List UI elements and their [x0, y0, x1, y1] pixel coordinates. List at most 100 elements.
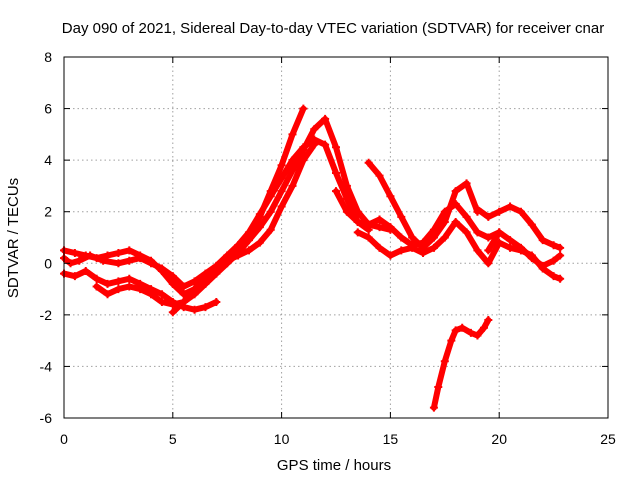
data-point	[168, 297, 177, 306]
data-point	[458, 323, 467, 332]
y-tick-label: -2	[40, 307, 53, 323]
data-point	[556, 251, 565, 260]
data-point	[434, 383, 443, 392]
data-point	[353, 207, 362, 216]
data-point	[364, 220, 373, 229]
data-point	[397, 212, 406, 221]
data-point	[92, 282, 101, 291]
series-band	[93, 115, 394, 308]
x-tick-label: 20	[491, 431, 507, 447]
data-point	[277, 174, 286, 183]
y-axis-label: SDTVAR / TECUs	[5, 178, 22, 298]
data-point	[408, 243, 417, 252]
data-point	[364, 233, 373, 242]
data-point	[332, 143, 340, 152]
data-point	[495, 238, 504, 247]
data-point	[538, 261, 547, 270]
data-point	[386, 192, 395, 201]
data-point	[375, 171, 384, 180]
chart-title: Day 090 of 2021, Sidereal Day-to-day VTE…	[62, 20, 604, 37]
data-point	[479, 323, 488, 332]
data-point	[299, 145, 308, 154]
data-point	[70, 248, 79, 257]
plot-frame	[63, 56, 609, 419]
data-point	[462, 228, 471, 237]
data-point	[114, 285, 123, 294]
x-axis-label: GPS time / hours	[277, 457, 391, 474]
data-point	[342, 207, 351, 216]
data-point	[462, 212, 471, 221]
data-point	[506, 243, 515, 252]
series-arc-11	[429, 316, 493, 412]
data-point	[288, 181, 297, 190]
data-point	[527, 254, 536, 263]
data-point	[473, 331, 482, 340]
data-point	[212, 264, 221, 273]
data-point	[440, 233, 449, 242]
data-point	[375, 215, 384, 224]
data-point	[244, 236, 253, 245]
data-point	[92, 274, 101, 283]
data-point	[495, 228, 504, 237]
data-point	[462, 179, 471, 188]
data-point	[86, 251, 95, 260]
data-point	[255, 210, 264, 219]
data-point	[114, 248, 123, 257]
data-point	[397, 233, 406, 242]
data-point	[332, 169, 340, 178]
data-point	[451, 326, 460, 335]
data-point	[299, 156, 308, 165]
data-point	[234, 251, 243, 260]
data-point	[364, 158, 373, 167]
data-point	[375, 223, 384, 232]
data-point	[277, 202, 286, 211]
grid	[64, 57, 608, 418]
data-point	[288, 166, 297, 175]
data-point	[516, 207, 525, 216]
data-point	[114, 277, 123, 286]
data-point	[255, 223, 264, 232]
data-point	[244, 246, 253, 255]
x-tick-label: 10	[274, 431, 290, 447]
data-point	[549, 272, 558, 281]
y-tick-label: 8	[44, 49, 52, 65]
data-point	[147, 285, 156, 294]
data-point	[386, 223, 395, 232]
data-point	[386, 251, 395, 260]
data-point	[408, 233, 417, 242]
y-tick-label: -4	[40, 358, 53, 374]
data-point	[353, 228, 362, 237]
data-point	[136, 279, 145, 288]
y-tick-label: 0	[44, 255, 52, 271]
data-point	[321, 140, 330, 149]
y-tick-label: 4	[44, 152, 52, 168]
data-point	[125, 274, 134, 283]
data-point	[429, 243, 438, 252]
data-point	[190, 285, 199, 294]
series-arc-10	[484, 228, 565, 270]
axis-ticks: 0 5 10 15 20 25 -6 -4 -2 0 2 4 6 8	[40, 49, 616, 447]
data-point	[190, 305, 199, 314]
data-point	[484, 259, 493, 268]
data-point	[266, 192, 275, 201]
data-point	[255, 238, 264, 247]
data-point	[342, 181, 351, 190]
data-point	[397, 246, 406, 255]
data-point	[75, 256, 84, 265]
data-point	[556, 274, 565, 283]
data-point	[103, 251, 112, 260]
data-point	[212, 297, 221, 306]
data-point	[549, 241, 558, 250]
data-point	[484, 233, 493, 242]
x-tick-label: 0	[60, 431, 68, 447]
data-point	[447, 336, 456, 345]
data-point	[288, 130, 297, 139]
x-tick-label: 25	[600, 431, 616, 447]
data-point	[299, 104, 308, 113]
data-point	[440, 357, 449, 366]
data-point	[125, 246, 134, 255]
data-point	[473, 246, 482, 255]
data-point	[473, 205, 482, 214]
y-tick-label: -6	[40, 410, 53, 426]
data-point	[277, 161, 286, 170]
